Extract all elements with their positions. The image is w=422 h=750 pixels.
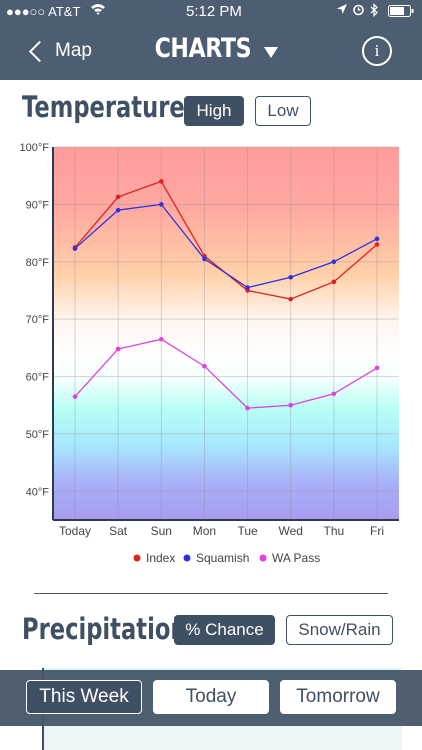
data-point [288,296,294,302]
data-point [72,246,78,251]
data-point [202,256,207,262]
legend-label: Squamish [196,551,249,565]
data-point [115,346,121,352]
bottom-tab-bar: This Week Today Tomorrow [0,670,422,726]
legend-swatch [183,554,191,562]
legend-swatch [259,554,267,562]
battery-icon [388,5,414,20]
x-tick-label: Wed [278,524,302,538]
legend-label: WA Pass [272,551,320,565]
section-divider [34,593,388,594]
caret-down-icon [264,47,279,59]
wifi-icon [90,3,106,18]
alarm-icon [352,3,365,19]
back-label: Map [55,40,92,61]
data-point [288,402,294,408]
location-icon [336,3,348,18]
tomorrow-tab[interactable]: Tomorrow [280,680,396,714]
x-tick-label: Mon [193,524,216,538]
y-tick-label: 40°F [26,486,50,498]
data-point [158,179,164,184]
x-tick-label: Tue [237,524,258,538]
carrier-label: ●●●○○ AT&T [6,4,81,19]
x-tick-label: Thu [324,524,345,538]
page-title: CHARTS [154,33,252,64]
chance-toggle[interactable]: % Chance [174,615,275,645]
status-bar: ●●●○○ AT&T 5:12 PM [0,0,422,24]
low-toggle[interactable]: Low [255,96,311,126]
data-point [331,279,337,285]
data-point [158,202,164,207]
data-point [245,405,250,411]
data-point [245,285,250,290]
today-tab[interactable]: Today [153,680,269,714]
charts-title-dropdown[interactable]: CHARTS [0,33,422,64]
series-line-squamish [74,203,378,289]
data-point [115,207,121,213]
data-point [374,365,380,371]
data-point [158,336,164,342]
data-point [72,394,78,399]
y-tick-label: 50°F [26,429,50,441]
this-week-tab[interactable]: This Week [26,680,142,714]
back-button[interactable]: Map [26,36,92,66]
y-tick-label: 90°F [26,199,50,211]
y-tick-label: 100°F [20,142,50,154]
x-tick-label: Today [59,524,91,538]
data-point [115,194,121,200]
high-toggle[interactable]: High [184,96,244,126]
y-tick-label: 80°F [26,257,50,269]
series-line-wa-pass [74,338,378,409]
snow-rain-toggle[interactable]: Snow/Rain [286,615,393,645]
clock: 5:12 PM [186,3,242,20]
precipitation-title: Precipitation [22,612,187,646]
data-point [331,391,337,397]
x-tick-label: Sun [151,524,172,538]
x-tick-label: Fri [370,524,384,538]
data-point [331,259,337,265]
info-button[interactable]: i [362,36,392,66]
x-tick-label: Sat [109,524,128,538]
legend-swatch [133,554,141,562]
data-point [288,274,294,280]
y-tick-label: 70°F [26,314,50,326]
data-point [374,236,380,242]
data-point [374,242,380,247]
legend-label: Index [146,551,175,565]
y-tick-label: 60°F [26,372,50,384]
data-point [202,363,207,369]
temperature-title: Temperature [22,90,185,124]
nav-bar: Map CHARTS i [0,24,422,80]
bluetooth-icon [370,3,379,20]
temperature-chart: 40°F 50°F 60°F 70°F 80°F 90°F 100°F Today Sat Su… [0,140,422,580]
